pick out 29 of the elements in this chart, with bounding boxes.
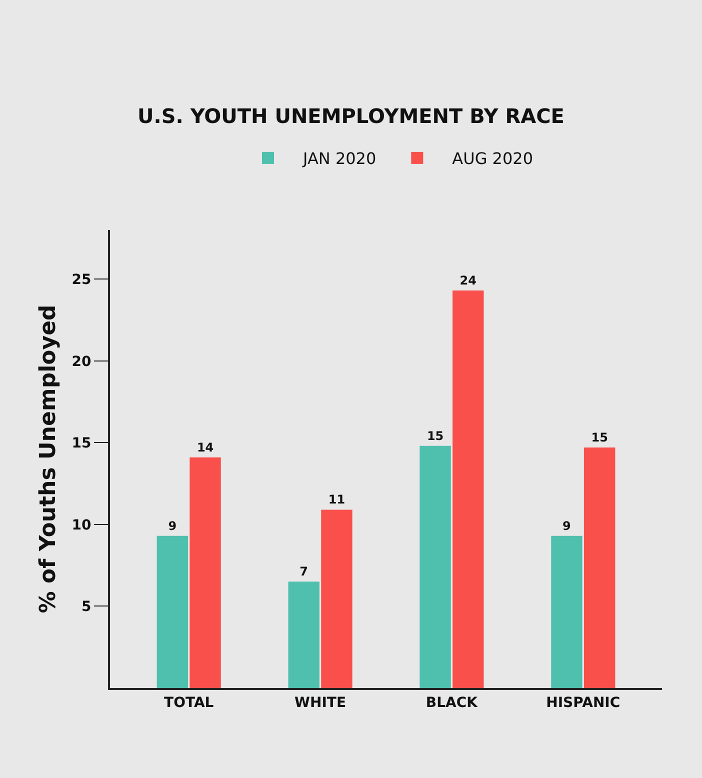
legend-label: AUG 2020 bbox=[452, 149, 534, 168]
bar bbox=[420, 446, 451, 688]
data-label: 24 bbox=[460, 274, 476, 288]
legend-label: JAN 2020 bbox=[302, 149, 376, 168]
bar bbox=[321, 510, 352, 688]
y-tick-label: 15 bbox=[72, 436, 92, 452]
x-tick-label: WHITE bbox=[294, 694, 346, 711]
bar bbox=[584, 448, 616, 688]
data-label: 7 bbox=[300, 564, 308, 579]
bar bbox=[156, 536, 188, 688]
y-tick-label: 25 bbox=[72, 272, 92, 288]
bar bbox=[190, 457, 221, 688]
bar bbox=[288, 582, 320, 688]
data-label: 14 bbox=[196, 440, 214, 454]
data-label: 15 bbox=[426, 428, 444, 443]
data-label: 9 bbox=[168, 518, 177, 533]
chart-title: U.S. YOUTH UNEMPLOYMENT BY RACE bbox=[138, 104, 564, 128]
data-label: 9 bbox=[562, 518, 571, 533]
y-tick-label: 5 bbox=[81, 599, 92, 616]
x-tick-label: HISPANIC bbox=[546, 694, 620, 711]
x-tick-label: TOTAL bbox=[164, 694, 214, 711]
x-tick-label: BLACK bbox=[426, 694, 479, 711]
data-label: 11 bbox=[328, 492, 346, 507]
y-axis-title: % of Youths Unemployed bbox=[36, 304, 61, 614]
y-tick-label: 10 bbox=[72, 517, 92, 534]
bar bbox=[551, 536, 582, 688]
data-label: 15 bbox=[591, 430, 608, 445]
y-tick-label: 20 bbox=[72, 354, 92, 370]
bar bbox=[452, 290, 484, 688]
